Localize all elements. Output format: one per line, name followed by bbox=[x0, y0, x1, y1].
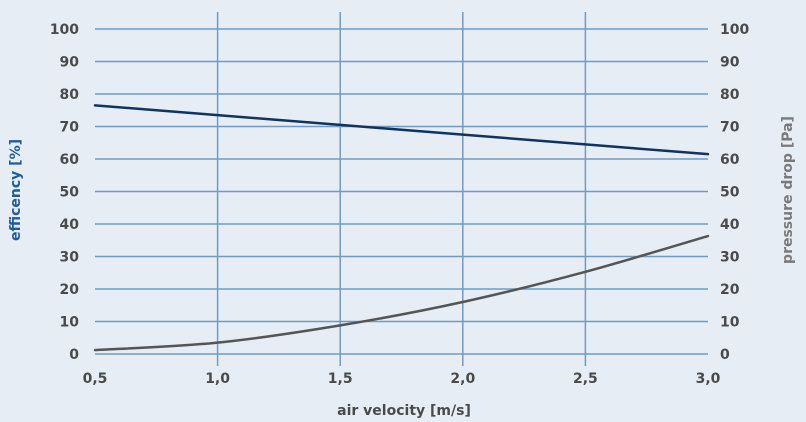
efficiency-line bbox=[93, 104, 710, 156]
y-left-tick-label: 70 bbox=[60, 120, 80, 136]
y-left-tick-label: 40 bbox=[60, 217, 80, 233]
y-right-tick-label: 100 bbox=[720, 22, 749, 38]
y-right-tick-label: 30 bbox=[720, 250, 740, 266]
y-right-tick-label: 70 bbox=[720, 120, 740, 136]
x-tick-label: 2,5 bbox=[573, 371, 598, 387]
pressure-drop-line bbox=[93, 234, 710, 352]
y-left-tick-label: 80 bbox=[60, 87, 80, 103]
x-tick-label: 1,0 bbox=[205, 371, 230, 387]
x-tick-label: 3,0 bbox=[696, 371, 721, 387]
y-right-tick-label: 80 bbox=[720, 87, 740, 103]
y-axis-left-label: efficency [%] bbox=[8, 139, 24, 241]
x-tick-label: 0,5 bbox=[83, 371, 108, 387]
y-left-tick-label: 60 bbox=[60, 152, 80, 168]
y-left-tick-label: 10 bbox=[60, 315, 80, 331]
y-left-tick-label: 0 bbox=[69, 347, 79, 363]
y-right-tick-label: 50 bbox=[720, 185, 740, 201]
x-tick-label: 2,0 bbox=[450, 371, 475, 387]
grid bbox=[95, 12, 708, 366]
y-right-tick-label: 90 bbox=[720, 55, 740, 71]
y-right-tick-label: 0 bbox=[720, 347, 730, 363]
y-left-tick-label: 20 bbox=[60, 282, 80, 298]
series-group bbox=[93, 104, 710, 352]
y-left-tick-label: 100 bbox=[50, 22, 79, 38]
y-right-tick-label: 20 bbox=[720, 282, 740, 298]
y-right-tick-label: 10 bbox=[720, 315, 740, 331]
x-axis-label: air velocity [m/s] bbox=[337, 403, 471, 419]
x-tick-label: 1,5 bbox=[328, 371, 353, 387]
y-left-tick-label: 90 bbox=[60, 55, 80, 71]
y-right-tick-label: 40 bbox=[720, 217, 740, 233]
y-right-tick-label: 60 bbox=[720, 152, 740, 168]
tick-labels: 0 10 20 30 40 50 60 70 80 90 100 0 10 20 30 40 50 60 70 80 9… bbox=[50, 22, 750, 387]
y-axis-right-label: pressure drop [Pa] bbox=[780, 116, 796, 264]
y-left-tick-label: 50 bbox=[60, 185, 80, 201]
y-left-tick-label: 30 bbox=[60, 250, 80, 266]
